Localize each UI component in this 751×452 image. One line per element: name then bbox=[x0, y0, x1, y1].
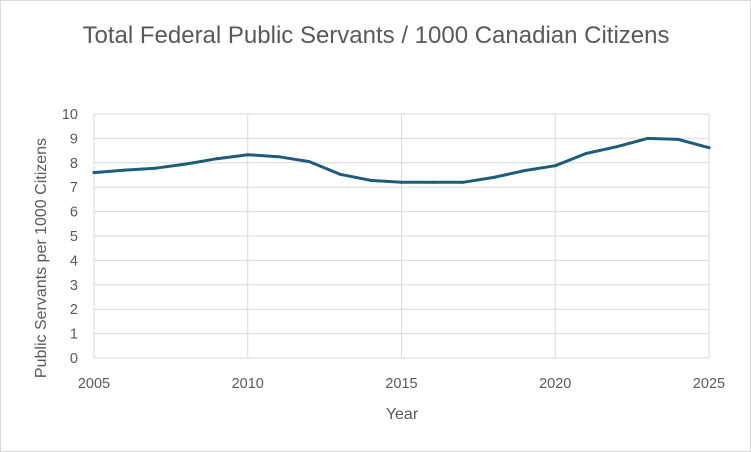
data-point bbox=[492, 175, 496, 179]
x-axis-label: Year bbox=[386, 406, 419, 423]
data-point bbox=[338, 172, 342, 176]
y-tick-label: 5 bbox=[70, 229, 78, 245]
data-point bbox=[92, 171, 96, 175]
y-tick-labels: 0 1 2 3 4 5 6 7 8 9 10 bbox=[62, 107, 78, 367]
x-tick-label: 2020 bbox=[539, 376, 571, 392]
data-point bbox=[184, 162, 188, 166]
data-point bbox=[123, 168, 127, 172]
y-axis-label: Public Servants per 1000 Citizens bbox=[33, 138, 50, 378]
data-point bbox=[430, 180, 434, 184]
data-point bbox=[523, 169, 526, 173]
x-tick-label: 2015 bbox=[385, 376, 417, 392]
y-tick-label: 9 bbox=[70, 131, 78, 147]
data-point bbox=[584, 152, 588, 156]
y-tick-label: 8 bbox=[70, 156, 78, 172]
data-point bbox=[461, 180, 465, 184]
x-tick-label: 2005 bbox=[78, 376, 110, 392]
data-point bbox=[707, 146, 711, 150]
data-point bbox=[615, 145, 619, 149]
y-tick-label: 2 bbox=[70, 302, 78, 318]
x-tick-label: 2025 bbox=[693, 376, 725, 392]
y-tick-label: 6 bbox=[70, 205, 78, 221]
data-point bbox=[400, 180, 403, 184]
y-tick-label: 0 bbox=[70, 351, 78, 367]
data-point bbox=[553, 164, 557, 168]
chart-title: Total Federal Public Servants / 1000 Can… bbox=[82, 22, 670, 49]
y-tick-label: 3 bbox=[70, 278, 78, 294]
y-tick-label: 10 bbox=[62, 107, 78, 123]
data-point bbox=[215, 157, 219, 161]
series-group bbox=[92, 136, 711, 184]
y-tick-label: 4 bbox=[70, 253, 78, 269]
x-tick-label: 2010 bbox=[232, 376, 264, 392]
data-point bbox=[646, 136, 649, 140]
data-point bbox=[676, 137, 680, 141]
data-point bbox=[369, 178, 373, 182]
data-point bbox=[246, 153, 250, 157]
y-tick-label: 7 bbox=[70, 180, 78, 196]
gridlines bbox=[93, 113, 710, 359]
data-point bbox=[307, 160, 311, 164]
x-tick-labels: 2005 2010 2015 2020 2025 bbox=[78, 376, 725, 392]
data-point bbox=[277, 155, 280, 159]
data-point bbox=[154, 166, 157, 170]
y-tick-label: 1 bbox=[70, 327, 78, 343]
